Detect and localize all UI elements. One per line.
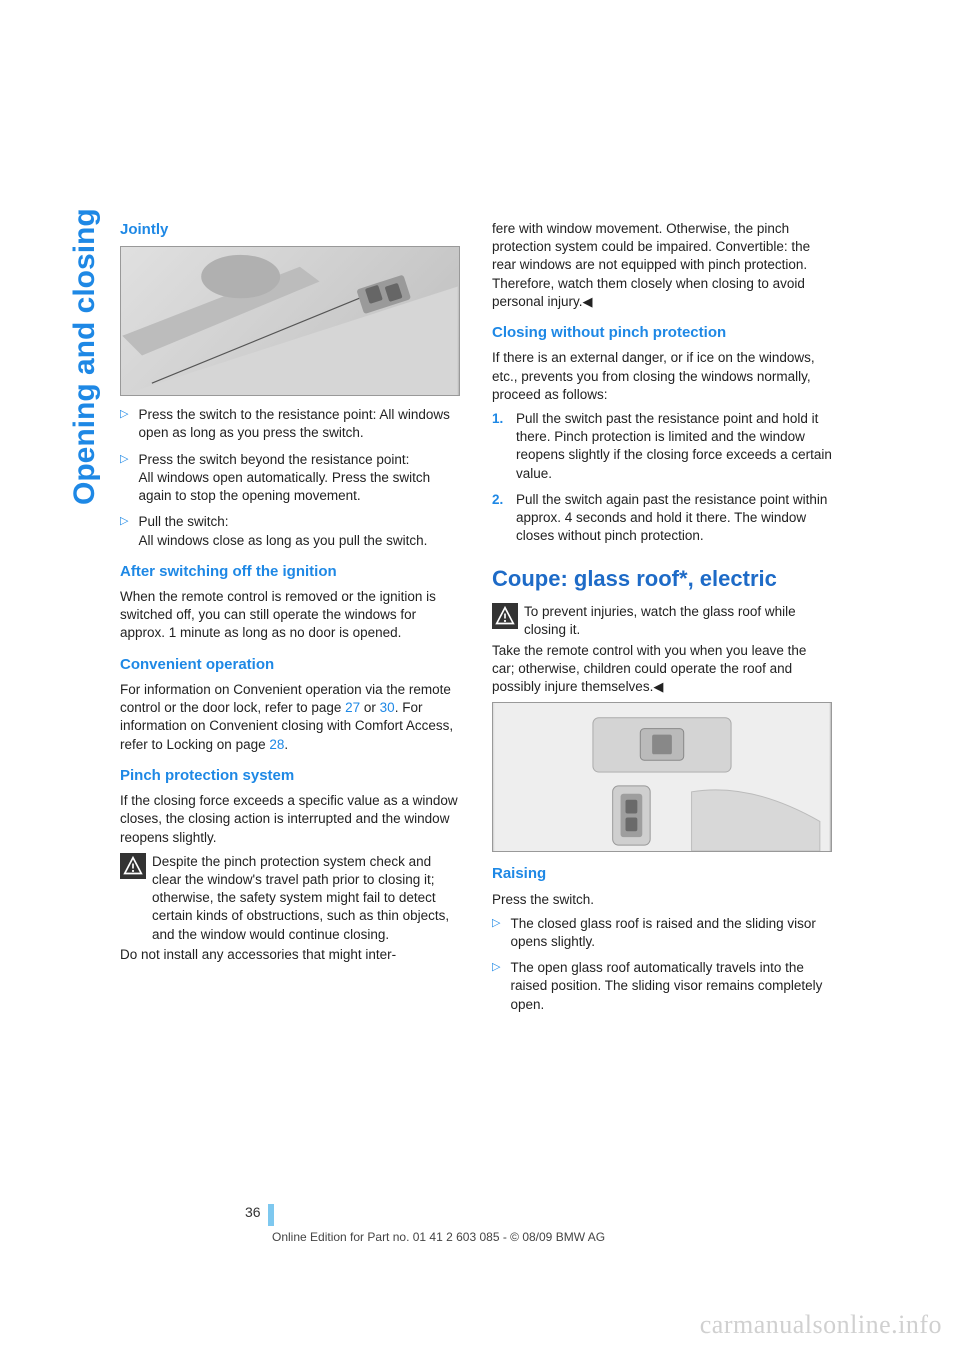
warning-triangle-icon <box>120 853 146 879</box>
warning-block: Despite the pinch protection system chec… <box>120 853 460 944</box>
text: or <box>360 700 380 715</box>
heading-raising: Raising <box>492 864 832 884</box>
closing-steps-list: 1.Pull the switch past the resistance po… <box>492 410 832 546</box>
list-item: ▷ Pull the switch: All windows close as l… <box>120 513 460 549</box>
figure-glass-roof-switch: SV037272SM <box>492 702 832 852</box>
list-item: ▷ Press the switch to the resistance poin… <box>120 406 460 442</box>
paragraph: fere with window movement. Otherwise, th… <box>492 220 832 311</box>
page-number-accent-bar <box>268 1204 274 1226</box>
paragraph: Press the switch. <box>492 891 832 909</box>
triangle-bullet-icon: ▷ <box>492 915 500 951</box>
end-mark-icon: ◀ <box>653 679 663 694</box>
page-link-27[interactable]: 27 <box>345 700 360 715</box>
end-mark-icon: ◀ <box>583 294 593 309</box>
text: fere with window movement. Otherwise, th… <box>492 221 810 309</box>
two-column-layout: Jointly SV037270SM ▷ Press the switch to … <box>120 220 900 1024</box>
paragraph: For information on Convenient operation … <box>120 681 460 754</box>
step-text: Pull the switch past the resistance poin… <box>516 410 832 483</box>
list-item: 2.Pull the switch again past the resista… <box>492 491 832 546</box>
page-link-28[interactable]: 28 <box>269 737 284 752</box>
warning-text: To prevent injuries, watch the glass roo… <box>524 603 832 639</box>
heading-jointly: Jointly <box>120 220 460 240</box>
text: . <box>284 737 288 752</box>
heading-pinch-protection: Pinch protection system <box>120 766 460 786</box>
bullet-text: Press the switch to the resistance point… <box>138 406 460 442</box>
page-number: 36 <box>245 1204 261 1220</box>
warning-text: Despite the pinch protection system chec… <box>152 853 460 944</box>
paragraph: If the closing force exceeds a specific … <box>120 792 460 847</box>
triangle-bullet-icon: ▷ <box>120 513 128 549</box>
warning-block: To prevent injuries, watch the glass roo… <box>492 603 832 639</box>
list-item: 1.Pull the switch past the resistance po… <box>492 410 832 483</box>
watermark: carmanualsonline.info <box>700 1310 942 1340</box>
warning-triangle-icon <box>492 603 518 629</box>
triangle-bullet-icon: ▷ <box>492 959 500 1014</box>
list-item: ▷ The closed glass roof is raised and the… <box>492 915 832 951</box>
step-text: Pull the switch again past the resistanc… <box>516 491 832 546</box>
triangle-bullet-icon: ▷ <box>120 451 128 506</box>
heading-coupe-glass-roof: Coupe: glass roof*, electric <box>492 564 832 594</box>
bullet-text: The closed glass roof is raised and the … <box>510 915 832 951</box>
paragraph: If there is an external danger, or if ic… <box>492 349 832 404</box>
step-number: 1. <box>492 410 506 483</box>
raising-bullet-list: ▷ The closed glass roof is raised and the… <box>492 915 832 1014</box>
chapter-title-vertical: Opening and closing <box>68 208 102 505</box>
bullet-text: The open glass roof automatically travel… <box>510 959 832 1014</box>
step-number: 2. <box>492 491 506 546</box>
heading-closing-without-pinch: Closing without pinch protection <box>492 323 832 343</box>
right-column: fere with window movement. Otherwise, th… <box>492 220 832 1024</box>
list-item: ▷Press the switch beyond the resistance … <box>120 451 460 506</box>
footer-copyright: Online Edition for Part no. 01 41 2 603 … <box>272 1230 605 1244</box>
paragraph: Take the remote control with you when yo… <box>492 642 832 697</box>
list-item: ▷The open glass roof automatically trave… <box>492 959 832 1014</box>
bullet-text: Press the switch beyond the resistance p… <box>138 451 460 506</box>
left-column: Jointly SV037270SM ▷ Press the switch to … <box>120 220 460 1024</box>
bullet-text: Pull the switch: All windows close as lo… <box>138 513 427 549</box>
heading-after-ignition: After switching off the ignition <box>120 562 460 582</box>
paragraph: Do not install any accessories that migh… <box>120 946 460 964</box>
triangle-bullet-icon: ▷ <box>120 406 128 442</box>
heading-convenient-operation: Convenient operation <box>120 655 460 675</box>
page-link-30[interactable]: 30 <box>380 700 395 715</box>
figure-window-switch-interior: SV037270SM <box>120 246 460 396</box>
jointly-bullet-list: ▷ Press the switch to the resistance poin… <box>120 406 460 550</box>
manual-page: Opening and closing Jointly SV037270SM ▷… <box>0 0 960 1358</box>
text: Take the remote control with you when yo… <box>492 643 806 694</box>
paragraph: When the remote control is removed or th… <box>120 588 460 643</box>
